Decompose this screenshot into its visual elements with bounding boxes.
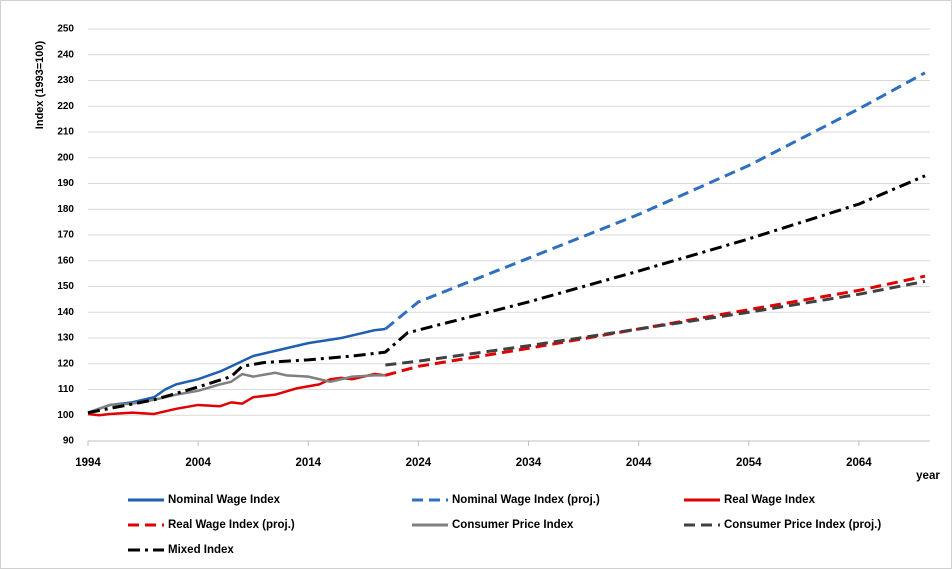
x-tick-label: 2044 (626, 457, 652, 469)
y-tick-label: 250 (57, 24, 74, 35)
y-tick-label: 190 (57, 178, 74, 189)
y-tick-label: 130 (57, 333, 74, 344)
y-tick-label: 180 (57, 204, 74, 215)
y-tick-label: 230 (57, 75, 74, 86)
y-tick-label: 150 (57, 281, 74, 292)
legend-label: Real Wage Index (proj.) (168, 519, 295, 531)
y-tick-label: 100 (57, 410, 74, 421)
y-tick-label: 200 (57, 152, 74, 163)
y-tick-label: 170 (57, 230, 74, 241)
series-line (87, 327, 386, 414)
x-tick-label: 2034 (516, 457, 542, 469)
x-tick-label: 2004 (185, 457, 211, 469)
legend-label: Consumer Price Index (452, 519, 574, 531)
legend-label: Nominal Wage Index (proj.) (452, 494, 600, 506)
y-tick-label: 220 (57, 101, 74, 112)
legend-label: Real Wage Index (724, 494, 816, 506)
x-tick-label: 2024 (406, 457, 432, 469)
x-tick-label: 2054 (736, 457, 762, 469)
legend-label: Nominal Wage Index (168, 494, 281, 506)
series-line (385, 279, 926, 367)
series-line (87, 174, 926, 415)
x-tick-label: 2064 (846, 457, 872, 469)
legend-label: Mixed Index (168, 544, 234, 556)
y-tick-label: 240 (57, 49, 74, 60)
y-tick-label: 210 (57, 127, 74, 138)
y-tick-label: 140 (57, 307, 74, 318)
x-tick-label: 2014 (295, 457, 321, 469)
y-tick-label: 160 (57, 255, 74, 266)
x-tick-label: 1994 (75, 457, 101, 469)
y-tick-label: 110 (58, 384, 75, 395)
y-axis-label: Index (1993=100) (34, 40, 46, 129)
y-tick-label: 120 (57, 358, 74, 369)
legend-label: Consumer Price Index (proj.) (724, 519, 881, 531)
x-axis-label: year (916, 470, 940, 482)
series-line (384, 71, 926, 331)
y-tick-label: 90 (63, 436, 75, 447)
series-line (87, 372, 386, 417)
